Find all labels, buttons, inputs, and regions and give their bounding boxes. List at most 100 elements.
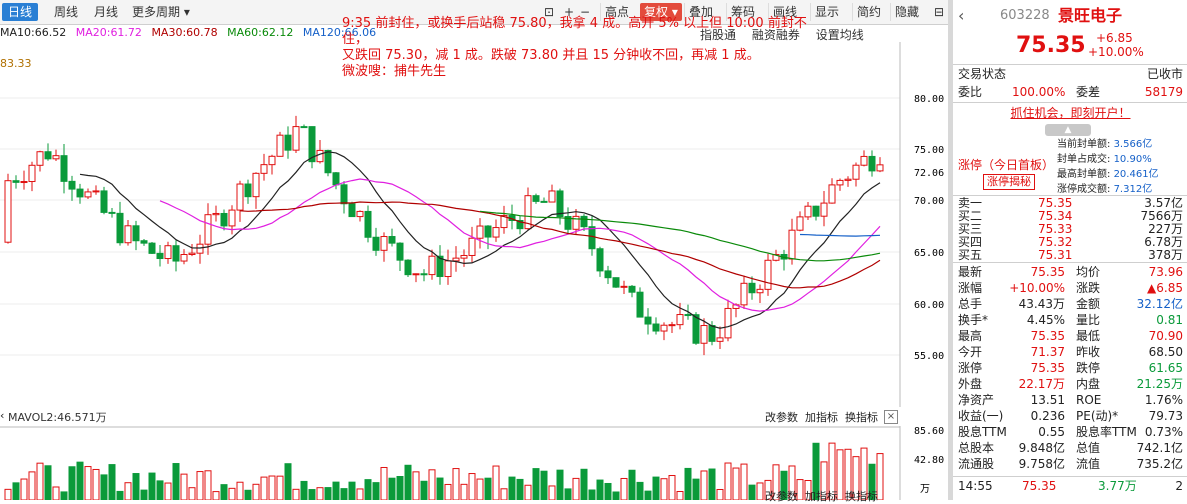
chevron-left-icon[interactable]: ‹ — [958, 6, 965, 25]
order-price: 75.32 — [1038, 235, 1073, 249]
stat-value: 73.96 — [1148, 265, 1183, 279]
tick-count: 2 — [1175, 479, 1183, 493]
candle-body — [676, 314, 684, 326]
switch-indicator-button[interactable]: 换指标 — [845, 411, 878, 424]
candle-body — [340, 184, 348, 205]
edit-params-button[interactable]: 改参数 — [765, 411, 798, 424]
hk-connect-link[interactable]: 指股通 — [700, 28, 737, 42]
candle-body — [52, 155, 60, 160]
order-row[interactable]: 买四 75.32 6.78万 — [958, 236, 1183, 249]
stats-row: 今开 71.37 昨收 68.50 — [958, 344, 1183, 360]
quote-panel: ‹ 603228 景旺电子 75.35 +6.85 +10.00% 交易状态 已… — [953, 0, 1187, 500]
order-row[interactable]: 买三 75.33 227万 — [958, 223, 1183, 236]
panel-splitter[interactable] — [948, 0, 953, 500]
high-point-button[interactable]: 高点 — [600, 3, 633, 21]
candle-body — [148, 242, 156, 254]
order-label: 买三 — [958, 222, 983, 236]
weicha-value: 58179 — [1144, 85, 1183, 99]
order-label: 买五 — [958, 248, 983, 262]
minimize-icon[interactable]: ⊟ — [934, 5, 945, 19]
axis-label-75: 75.00 — [914, 145, 944, 156]
chips-button[interactable]: 筹码 — [726, 3, 759, 21]
order-row[interactable]: 买五 75.31 378万 — [958, 249, 1183, 262]
stat-label: 金额 — [1076, 297, 1101, 311]
stats-row: 涨停 75.35 跌停 61.65 — [958, 360, 1183, 376]
candle-body — [772, 253, 780, 261]
adjust-button[interactable]: 复权 ▾ — [640, 3, 682, 21]
volume-bar — [404, 464, 412, 500]
candle-body — [804, 205, 812, 218]
hide-button[interactable]: 隐藏 — [890, 3, 923, 21]
volume-bar — [292, 488, 300, 500]
candle-body — [324, 149, 332, 174]
display-button[interactable]: 显示 — [810, 3, 843, 21]
stat-label: 量比 — [1076, 313, 1101, 327]
candle-body — [196, 243, 204, 254]
order-row[interactable]: 买二 75.34 7566万 — [958, 210, 1183, 223]
volume-bar — [172, 463, 180, 500]
tab-more-periods[interactable]: 更多周期 ▾ — [126, 3, 196, 21]
overlay-button[interactable]: 叠加 — [684, 3, 717, 21]
chevron-down-icon: ▾ — [671, 5, 678, 19]
candle-body — [44, 151, 52, 160]
chevron-left-icon[interactable]: ‹ — [0, 409, 5, 422]
stats-row: 收益(一) 0.236 PE(动)* 79.73 — [958, 408, 1183, 424]
margin-link[interactable]: 融资融券 — [751, 28, 800, 42]
volume-bar — [604, 482, 612, 500]
stat-label: PE(动)* — [1076, 409, 1119, 423]
volume-bar — [148, 472, 156, 500]
limit-up-stats: 当前封单额: 3.566亿 封单占成交: 10.90% 最高封单额: 20.46… — [1057, 137, 1159, 197]
edit-params-button-2[interactable]: 改参数 — [765, 490, 798, 503]
ma-line — [79, 151, 881, 329]
tab-weekly[interactable]: 周线 — [54, 5, 79, 19]
layout-icon[interactable]: ⊡ — [544, 5, 555, 19]
volume-bar — [692, 478, 700, 500]
limit-up-reveal-button[interactable]: 涨停揭秘 — [983, 174, 1035, 190]
volume-chart: 85.60 42.80 万 — [0, 426, 944, 500]
volume-bar — [580, 468, 588, 500]
order-price: 75.35 — [1038, 196, 1073, 210]
candle-body — [12, 180, 20, 183]
open-account-link[interactable]: 抓住机会，即刻开户！ — [1010, 106, 1131, 120]
stat-label: 总值 — [1076, 441, 1101, 455]
candle-body — [444, 260, 452, 278]
ma120-label: MA120:66.06 — [302, 26, 377, 39]
order-row[interactable]: 卖一 75.35 3.57亿 — [958, 197, 1183, 210]
axis-label-current: 72.06 — [914, 168, 944, 179]
candles-group — [4, 115, 884, 356]
candle-body — [660, 324, 668, 332]
candle-body — [564, 216, 572, 230]
candle-body — [532, 195, 540, 202]
add-indicator-button-2[interactable]: 加指标 — [805, 490, 838, 503]
ma-legend: MA10:66.52 MA20:61.72 MA30:60.78 MA60:62… — [0, 26, 600, 42]
simple-button[interactable]: 简约 — [852, 3, 885, 21]
volume-bar — [804, 479, 812, 500]
volume-bar — [572, 477, 580, 500]
ma20-label: MA20:61.72 — [75, 26, 142, 39]
zoom-out-icon[interactable]: − — [580, 5, 591, 19]
tab-daily[interactable]: 日线 — [2, 3, 39, 21]
draw-line-button[interactable]: 画线 — [768, 3, 801, 21]
tab-monthly[interactable]: 月线 — [94, 5, 119, 19]
stats-row: 换手* 4.45% 量比 0.81 — [958, 312, 1183, 328]
switch-indicator-button-2[interactable]: 换指标 — [845, 490, 878, 503]
limit-turnover-label: 涨停成交额: — [1057, 184, 1111, 195]
candle-body — [436, 255, 444, 278]
candle-body — [548, 190, 556, 203]
add-indicator-button[interactable]: 加指标 — [805, 411, 838, 424]
candle-body — [76, 188, 84, 198]
candle-body — [172, 245, 180, 262]
set-ma-link[interactable]: 设置均线 — [815, 28, 864, 42]
tick-price: 75.35 — [1022, 479, 1057, 493]
kline-chart[interactable]: 80.00 75.00 72.06 70.00 65.00 60.00 55.0… — [0, 42, 945, 407]
stat-value: 742.1亿 — [1136, 441, 1183, 455]
collapse-icon[interactable]: ▲ — [1045, 124, 1091, 136]
zoom-in-icon[interactable]: + — [564, 5, 575, 19]
close-icon[interactable]: × — [884, 410, 898, 424]
ma10-label: MA10:66.52 — [0, 26, 67, 39]
max-seal-value: 20.461亿 — [1113, 169, 1159, 180]
volume-bar — [556, 469, 564, 500]
volume-bar — [724, 462, 732, 500]
candle-body — [460, 254, 468, 259]
candle-body — [388, 236, 396, 244]
